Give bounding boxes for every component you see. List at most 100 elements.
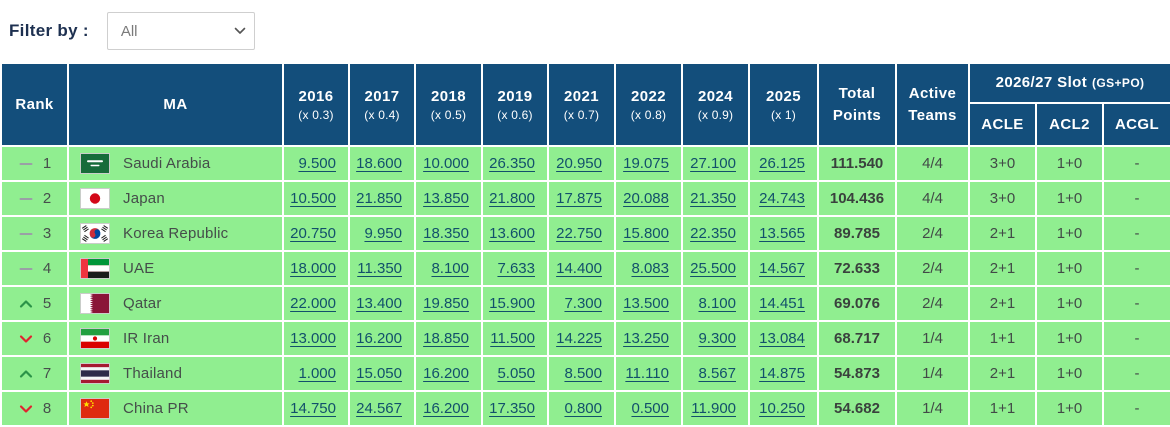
score-link[interactable]: 11.110 bbox=[625, 365, 669, 382]
score-link[interactable]: 8.083 bbox=[631, 260, 669, 277]
score-link[interactable]: 18.600 bbox=[356, 155, 402, 172]
score-cell-2024: 22.350 bbox=[681, 215, 750, 252]
score-cell-2019: 21.800 bbox=[481, 180, 549, 217]
slot-acle-value: 3+0 bbox=[968, 180, 1037, 217]
score-link[interactable]: 14.225 bbox=[556, 330, 602, 347]
table-header: Rank MA 2016 (x 0.3) 2017 (x 0.4) 2018 (x 0… bbox=[0, 62, 1170, 147]
score-link[interactable]: 11.500 bbox=[490, 330, 535, 347]
score-link[interactable]: 19.075 bbox=[623, 155, 669, 172]
score-link[interactable]: 19.850 bbox=[423, 295, 469, 312]
score-cell-2024: 21.350 bbox=[681, 180, 750, 217]
score-link[interactable]: 1.000 bbox=[298, 365, 336, 382]
score-cell-2018: 16.200 bbox=[414, 390, 483, 427]
score-link[interactable]: 16.200 bbox=[356, 330, 402, 347]
slot-acgl-value: - bbox=[1101, 285, 1170, 322]
col-header-2017: 2017 (x 0.4) bbox=[348, 62, 416, 147]
score-link[interactable]: 15.900 bbox=[489, 295, 535, 312]
score-link[interactable]: 22.750 bbox=[556, 225, 602, 242]
score-link[interactable]: 14.750 bbox=[290, 400, 336, 417]
score-cell-2017: 11.350 bbox=[348, 250, 416, 287]
score-link[interactable]: 18.350 bbox=[423, 225, 469, 242]
rank-cell: 6 bbox=[0, 320, 69, 357]
score-link[interactable]: 27.100 bbox=[690, 155, 736, 172]
score-link[interactable]: 22.000 bbox=[290, 295, 336, 312]
score-link[interactable]: 9.950 bbox=[364, 225, 402, 242]
score-cell-2016: 9.500 bbox=[282, 145, 350, 182]
total-points-value: 111.540 bbox=[817, 145, 897, 182]
score-cell-2016: 14.750 bbox=[282, 390, 350, 427]
score-link[interactable]: 26.125 bbox=[759, 155, 805, 172]
slot-acle-value: 1+1 bbox=[968, 390, 1037, 427]
score-link[interactable]: 16.200 bbox=[423, 365, 469, 382]
score-link[interactable]: 22.350 bbox=[690, 225, 736, 242]
filter-select-wrap: All bbox=[106, 12, 255, 50]
score-link[interactable]: 13.000 bbox=[290, 330, 336, 347]
score-link[interactable]: 26.350 bbox=[489, 155, 535, 172]
score-link[interactable]: 13.500 bbox=[623, 295, 669, 312]
score-link[interactable]: 0.800 bbox=[564, 400, 602, 417]
score-cell-2025: 24.743 bbox=[748, 180, 819, 217]
slot-acl2-value: 1+0 bbox=[1035, 145, 1104, 182]
score-link[interactable]: 21.350 bbox=[690, 190, 736, 207]
score-link[interactable]: 8.567 bbox=[698, 365, 736, 382]
score-link[interactable]: 20.088 bbox=[623, 190, 669, 207]
score-cell-2019: 7.633 bbox=[481, 250, 549, 287]
score-link[interactable]: 5.050 bbox=[497, 365, 535, 382]
score-link[interactable]: 13.600 bbox=[489, 225, 535, 242]
score-link[interactable]: 13.850 bbox=[423, 190, 469, 207]
score-link[interactable]: 13.084 bbox=[759, 330, 805, 347]
score-link[interactable]: 24.567 bbox=[356, 400, 402, 417]
score-link[interactable]: 7.300 bbox=[564, 295, 602, 312]
score-link[interactable]: 7.633 bbox=[497, 260, 535, 277]
score-link[interactable]: 10.500 bbox=[290, 190, 336, 207]
score-link[interactable]: 8.100 bbox=[698, 295, 736, 312]
score-cell-2021: 22.750 bbox=[547, 215, 616, 252]
score-link[interactable]: 11.900 bbox=[691, 400, 736, 417]
score-link[interactable]: 18.000 bbox=[290, 260, 336, 277]
rank-unchanged-icon bbox=[18, 226, 34, 242]
score-link[interactable]: 13.565 bbox=[759, 225, 805, 242]
score-link[interactable]: 13.400 bbox=[356, 295, 402, 312]
score-link[interactable]: 17.350 bbox=[489, 400, 535, 417]
score-link[interactable]: 21.850 bbox=[356, 190, 402, 207]
slot-acgl-value: - bbox=[1101, 250, 1170, 287]
score-link[interactable]: 24.743 bbox=[759, 190, 805, 207]
score-cell-2025: 10.250 bbox=[748, 390, 819, 427]
score-cell-2019: 17.350 bbox=[481, 390, 549, 427]
score-link[interactable]: 9.500 bbox=[298, 155, 336, 172]
country-name: IR Iran bbox=[123, 330, 170, 347]
thailand-flag-icon bbox=[80, 363, 110, 384]
score-link[interactable]: 17.875 bbox=[556, 190, 602, 207]
score-link[interactable]: 9.300 bbox=[698, 330, 736, 347]
score-link[interactable]: 15.050 bbox=[356, 365, 402, 382]
filter-select[interactable]: All bbox=[106, 12, 255, 50]
score-link[interactable]: 11.350 bbox=[357, 260, 402, 277]
score-cell-2016: 22.000 bbox=[282, 285, 350, 322]
score-link[interactable]: 14.875 bbox=[759, 365, 805, 382]
score-cell-2025: 26.125 bbox=[748, 145, 819, 182]
score-link[interactable]: 10.250 bbox=[759, 400, 805, 417]
score-link[interactable]: 14.451 bbox=[759, 295, 805, 312]
col-header-2016: 2016 (x 0.3) bbox=[282, 62, 350, 147]
score-cell-2021: 17.875 bbox=[547, 180, 616, 217]
score-cell-2024: 25.500 bbox=[681, 250, 750, 287]
score-link[interactable]: 25.500 bbox=[690, 260, 736, 277]
score-link[interactable]: 8.500 bbox=[564, 365, 602, 382]
score-cell-2021: 7.300 bbox=[547, 285, 616, 322]
ma-cell: UAE bbox=[67, 250, 284, 287]
score-link[interactable]: 21.800 bbox=[489, 190, 535, 207]
score-link[interactable]: 15.800 bbox=[623, 225, 669, 242]
score-link[interactable]: 20.950 bbox=[556, 155, 602, 172]
score-link[interactable]: 8.100 bbox=[431, 260, 469, 277]
table-row: 1 Saudi Arabia 9.500 18.600 10.000 26.35… bbox=[0, 145, 1170, 182]
score-link[interactable]: 16.200 bbox=[423, 400, 469, 417]
score-link[interactable]: 18.850 bbox=[423, 330, 469, 347]
score-link[interactable]: 13.250 bbox=[623, 330, 669, 347]
score-link[interactable]: 14.400 bbox=[556, 260, 602, 277]
rank-up-icon bbox=[18, 296, 34, 312]
score-link[interactable]: 10.000 bbox=[423, 155, 469, 172]
score-link[interactable]: 20.750 bbox=[290, 225, 336, 242]
score-link[interactable]: 14.567 bbox=[759, 260, 805, 277]
score-link[interactable]: 0.500 bbox=[631, 400, 669, 417]
active-teams-value: 1/4 bbox=[895, 320, 970, 357]
